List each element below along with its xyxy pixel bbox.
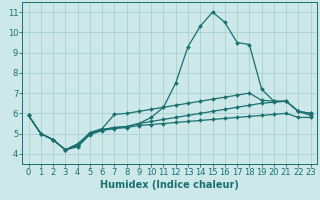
X-axis label: Humidex (Indice chaleur): Humidex (Indice chaleur): [100, 180, 239, 190]
